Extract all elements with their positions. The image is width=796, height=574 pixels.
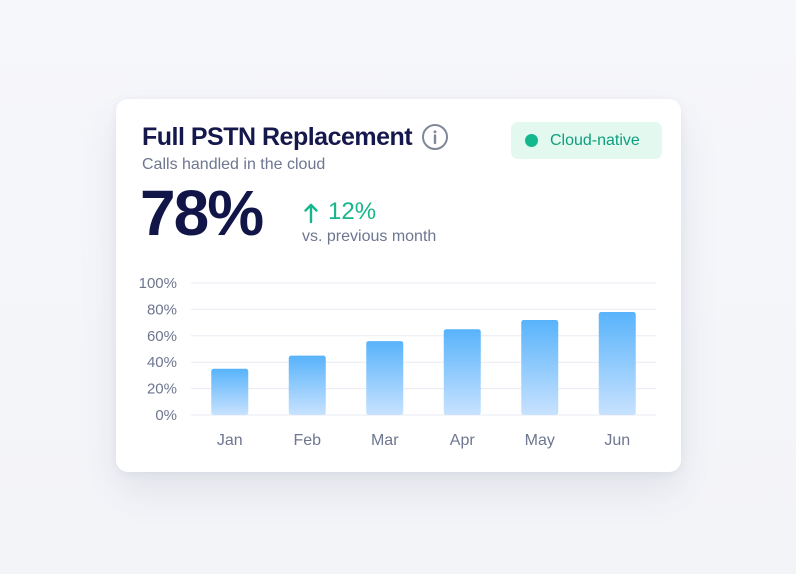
bar-series bbox=[211, 312, 636, 415]
delta-value: 12% bbox=[328, 198, 377, 225]
y-tick-label: 40% bbox=[147, 354, 177, 371]
card-title: Full PSTN Replacement bbox=[142, 123, 413, 151]
badge-label: Cloud-native bbox=[550, 131, 640, 149]
primary-metric: 78% bbox=[140, 177, 264, 249]
y-tick-label: 0% bbox=[155, 407, 177, 424]
x-axis-labels: Jan Feb Mar Apr May Jun bbox=[217, 432, 630, 449]
chart-grid bbox=[191, 282, 656, 416]
x-tick-label: Feb bbox=[293, 432, 321, 449]
x-tick-label: Apr bbox=[450, 432, 476, 449]
delta-caption: vs. previous month bbox=[302, 228, 437, 245]
card-subtitle: Calls handled in the cloud bbox=[142, 156, 326, 173]
y-tick-label: 100% bbox=[139, 275, 177, 292]
x-tick-label: May bbox=[525, 432, 555, 449]
y-tick-label: 80% bbox=[147, 301, 177, 318]
info-icon[interactable] bbox=[421, 123, 449, 151]
metric-delta: 12% bbox=[302, 198, 376, 226]
monthly-bar-chart: 0% 20% 40% 60% 80% 100% Jan Feb Mar Apr May Jun bbox=[139, 275, 656, 449]
bar-jun bbox=[598, 312, 636, 415]
arrow-up-icon bbox=[304, 203, 318, 223]
bar-mar bbox=[366, 341, 404, 415]
status-dot bbox=[525, 134, 538, 147]
bar-may bbox=[521, 319, 559, 415]
cloud-native-badge: Cloud-native bbox=[511, 122, 662, 159]
bar-feb bbox=[288, 355, 326, 415]
x-tick-label: Jan bbox=[217, 432, 243, 449]
y-tick-label: 20% bbox=[147, 381, 177, 398]
bar-apr bbox=[443, 329, 481, 415]
bar-jan bbox=[211, 368, 249, 415]
x-tick-label: Mar bbox=[371, 432, 399, 449]
y-tick-label: 60% bbox=[147, 328, 177, 345]
metric-card: Full PSTN Replacement Calls handled in t… bbox=[116, 99, 681, 472]
x-tick-label: Jun bbox=[604, 432, 630, 449]
y-axis-labels: 0% 20% 40% 60% 80% 100% bbox=[139, 275, 177, 424]
